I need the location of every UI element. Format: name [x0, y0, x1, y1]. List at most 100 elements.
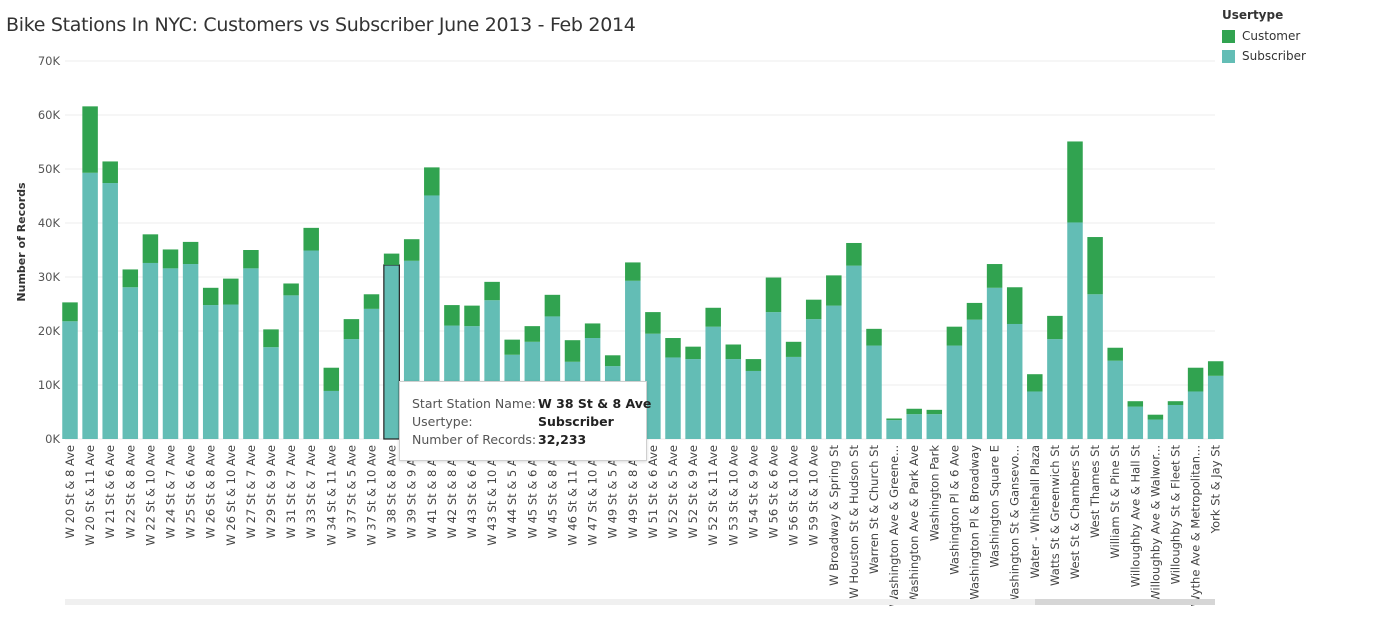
bar-customer[interactable]: [1207, 361, 1224, 376]
bar-subscriber[interactable]: [243, 268, 259, 439]
bar-subscriber[interactable]: [886, 420, 902, 439]
bar-customer[interactable]: [1107, 347, 1123, 361]
bar-customer[interactable]: [685, 346, 701, 360]
bar-subscriber[interactable]: [283, 295, 299, 439]
bar-customer[interactable]: [705, 307, 721, 327]
bar-customer[interactable]: [765, 277, 782, 313]
bar-customer[interactable]: [1187, 367, 1204, 392]
bar-customer[interactable]: [464, 305, 480, 327]
bar-customer[interactable]: [725, 344, 742, 360]
bar-subscriber[interactable]: [263, 347, 279, 439]
bar-customer[interactable]: [484, 281, 500, 301]
bar-subscriber[interactable]: [846, 265, 862, 439]
bar-customer[interactable]: [62, 302, 78, 322]
bar-customer[interactable]: [625, 262, 641, 281]
bar-subscriber[interactable]: [122, 287, 139, 439]
bar-subscriber[interactable]: [1147, 419, 1164, 439]
bar-customer[interactable]: [424, 167, 440, 196]
bar-customer[interactable]: [202, 287, 219, 306]
bar-subscriber[interactable]: [765, 312, 782, 439]
bar-subscriber[interactable]: [986, 287, 1003, 439]
bar-subscriber[interactable]: [1027, 391, 1043, 439]
bar-customer[interactable]: [303, 227, 319, 251]
bar-subscriber[interactable]: [303, 250, 319, 439]
bar-customer[interactable]: [1087, 237, 1103, 295]
scrollbar-thumb[interactable]: [1035, 599, 1215, 605]
bar-customer[interactable]: [1147, 414, 1164, 420]
bar-subscriber[interactable]: [826, 305, 842, 439]
bar-subscriber[interactable]: [785, 356, 802, 439]
bar-customer[interactable]: [162, 249, 179, 269]
bar-customer[interactable]: [805, 299, 822, 320]
bar-customer[interactable]: [886, 418, 902, 421]
bar-customer[interactable]: [263, 329, 279, 348]
bar-customer[interactable]: [403, 239, 420, 261]
bar-customer[interactable]: [102, 161, 118, 184]
bar-customer[interactable]: [1127, 401, 1144, 407]
bar-subscriber[interactable]: [1006, 323, 1023, 439]
legend-item-subscriber[interactable]: Subscriber: [1222, 46, 1306, 66]
bar-customer[interactable]: [645, 312, 661, 334]
bar-customer[interactable]: [343, 319, 360, 340]
bar-customer[interactable]: [1027, 374, 1043, 392]
bar-customer[interactable]: [584, 323, 601, 339]
bar-subscriber[interactable]: [383, 264, 400, 440]
bar-customer[interactable]: [504, 339, 520, 355]
bar-customer[interactable]: [826, 275, 842, 306]
bar-customer[interactable]: [604, 355, 621, 367]
bar-customer[interactable]: [383, 253, 400, 265]
bar-customer[interactable]: [444, 305, 460, 326]
bar-subscriber[interactable]: [645, 333, 661, 439]
bar-subscriber[interactable]: [62, 321, 78, 439]
bar-subscriber[interactable]: [1067, 222, 1083, 439]
bar-customer[interactable]: [926, 409, 943, 415]
bar-customer[interactable]: [1067, 141, 1083, 223]
bar-customer[interactable]: [1006, 287, 1023, 324]
bar-subscriber[interactable]: [966, 319, 983, 439]
bar-customer[interactable]: [665, 338, 681, 358]
bar-customer[interactable]: [243, 250, 259, 269]
bar-subscriber[interactable]: [323, 390, 340, 439]
bar-customer[interactable]: [785, 341, 802, 357]
bar-subscriber[interactable]: [363, 308, 380, 439]
bar-subscriber[interactable]: [705, 326, 721, 439]
bar-subscriber[interactable]: [1107, 360, 1123, 439]
bar-subscriber[interactable]: [182, 264, 199, 439]
bar-subscriber[interactable]: [805, 319, 822, 439]
bar-subscriber[interactable]: [685, 359, 701, 439]
bar-customer[interactable]: [122, 269, 139, 288]
bar-customer[interactable]: [82, 106, 98, 173]
bar-subscriber[interactable]: [102, 183, 118, 439]
legend-item-customer[interactable]: Customer: [1222, 26, 1306, 46]
bar-customer[interactable]: [1167, 401, 1184, 405]
bar-subscriber[interactable]: [424, 195, 440, 439]
bar-customer[interactable]: [846, 242, 862, 266]
bar-customer[interactable]: [544, 294, 561, 317]
bar-subscriber[interactable]: [162, 268, 179, 439]
bar-subscriber[interactable]: [82, 172, 98, 439]
bar-customer[interactable]: [283, 283, 299, 296]
bar-subscriber[interactable]: [1167, 404, 1184, 439]
bar-customer[interactable]: [866, 328, 882, 346]
bar-subscriber[interactable]: [1187, 391, 1204, 439]
bar-customer[interactable]: [142, 234, 159, 263]
bar-subscriber[interactable]: [926, 414, 943, 439]
bar-customer[interactable]: [363, 294, 380, 309]
bar-subscriber[interactable]: [665, 357, 681, 439]
bar-subscriber[interactable]: [906, 414, 922, 439]
bar-subscriber[interactable]: [866, 345, 882, 439]
bar-subscriber[interactable]: [745, 370, 762, 439]
bar-subscriber[interactable]: [1087, 294, 1103, 439]
bar-subscriber[interactable]: [1207, 375, 1224, 439]
bar-subscriber[interactable]: [223, 304, 239, 439]
bar-subscriber[interactable]: [142, 262, 159, 439]
bar-subscriber[interactable]: [946, 345, 963, 439]
horizontal-scrollbar[interactable]: [65, 599, 1215, 605]
bar-customer[interactable]: [323, 367, 340, 391]
bar-customer[interactable]: [986, 264, 1003, 288]
bar-customer[interactable]: [223, 278, 239, 305]
bar-customer[interactable]: [1047, 315, 1063, 340]
bar-customer[interactable]: [564, 340, 581, 362]
bar-customer[interactable]: [745, 359, 762, 371]
bar-customer[interactable]: [946, 326, 963, 346]
